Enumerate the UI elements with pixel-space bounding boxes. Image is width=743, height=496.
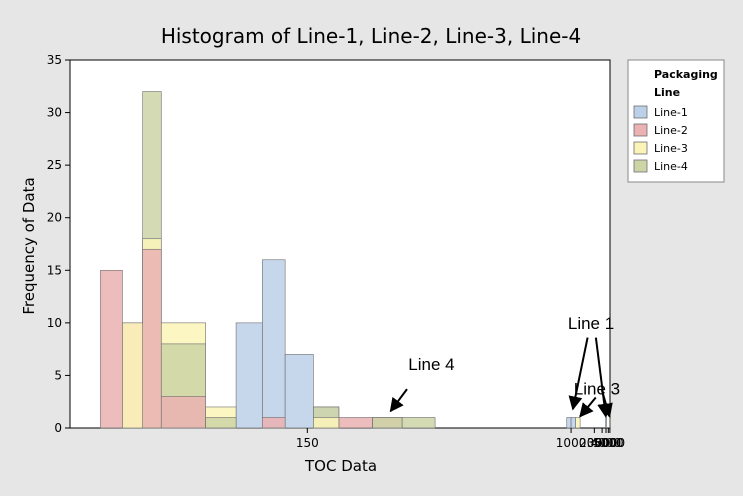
bar-line-2-3 bbox=[160, 396, 206, 429]
x-tick-label-150: 150 bbox=[296, 436, 319, 450]
bar-line-2-0 bbox=[100, 269, 123, 429]
axes-layer: 0 5 10 15 20 25 30 35 150 10002000300040005000600… bbox=[47, 53, 625, 450]
y-tick-label-25: 25 bbox=[47, 158, 62, 172]
annotation-arrow-0 bbox=[568, 337, 589, 411]
bar-line-2-4 bbox=[261, 417, 286, 429]
bar-line-1-2 bbox=[284, 354, 314, 429]
bar-line-3-0 bbox=[122, 322, 143, 429]
bar-line-4-4 bbox=[372, 417, 403, 429]
annotation-label-line-1: Line 1 bbox=[568, 314, 614, 333]
legend-label-line-3: Line-3 bbox=[654, 142, 688, 155]
x-tick-label-2000: 2000 bbox=[579, 436, 610, 450]
y-tick-label-20: 20 bbox=[47, 211, 62, 225]
y-tick-label-35: 35 bbox=[47, 53, 62, 67]
legend-label-line-2: Line-2 bbox=[654, 124, 688, 137]
annotation-label-line-4: Line 4 bbox=[408, 355, 454, 374]
legend-swatch-line-3 bbox=[633, 141, 648, 155]
bar-line-4-5 bbox=[401, 417, 436, 429]
y-axis-label: Frequency of Data bbox=[20, 177, 38, 314]
bar-line-1-6 bbox=[605, 417, 607, 429]
legend-label-line-1: Line-1 bbox=[654, 106, 688, 119]
bar-line-3-4 bbox=[313, 417, 340, 429]
bar-line-1-0 bbox=[235, 322, 263, 429]
annotation-arrow-2 bbox=[579, 396, 597, 418]
legend-title-line-0: Packaging bbox=[654, 68, 718, 81]
chart-title: Histogram of Line-1, Line-2, Line-3, Lin… bbox=[161, 24, 581, 48]
legend-swatch-line-1 bbox=[633, 105, 648, 119]
bar-line-3-5 bbox=[575, 417, 581, 429]
x-tick-label-6000: 6000 bbox=[595, 436, 626, 450]
x-tick-label-1000: 1000 bbox=[556, 436, 587, 450]
annotation-label-line-3: Line 3 bbox=[574, 379, 620, 398]
y-tick-label-0: 0 bbox=[54, 421, 62, 435]
bar-line-4-2 bbox=[205, 417, 237, 429]
annotation-arrow-3 bbox=[599, 389, 613, 418]
y-tick-label-30: 30 bbox=[47, 106, 62, 120]
legend-title-line-1: Line bbox=[654, 86, 680, 99]
bar-line-2-2 bbox=[142, 248, 162, 429]
x-tick-label-3000: 3000 bbox=[587, 436, 618, 450]
legend-label-line-4: Line-4 bbox=[654, 160, 688, 173]
x-axis-label: TOC Data bbox=[304, 457, 377, 475]
y-tick-label-10: 10 bbox=[47, 316, 62, 330]
legend-swatch-line-2 bbox=[633, 123, 648, 137]
bar-line-1-1 bbox=[261, 259, 286, 429]
bar-line-1-4 bbox=[566, 417, 572, 429]
x-tick-label-5000: 5000 bbox=[593, 436, 624, 450]
bar-line-3-6 bbox=[609, 417, 611, 429]
annotation-arrow-4 bbox=[389, 388, 408, 413]
bar-line-1-5 bbox=[570, 417, 576, 429]
y-tick-label-15: 15 bbox=[47, 263, 62, 277]
x-tick-label-4000: 4000 bbox=[591, 436, 622, 450]
bars-layer bbox=[100, 91, 611, 429]
bar-line-2-5 bbox=[338, 417, 373, 429]
y-tick-label-5: 5 bbox=[54, 368, 62, 382]
legend: Packaging Line Line-1 Line-2 Line-3 Line-4 bbox=[627, 59, 725, 183]
annotations-layer: Line 1 Line 3 Line 4 bbox=[389, 314, 620, 418]
legend-swatch-line-4 bbox=[633, 159, 648, 173]
